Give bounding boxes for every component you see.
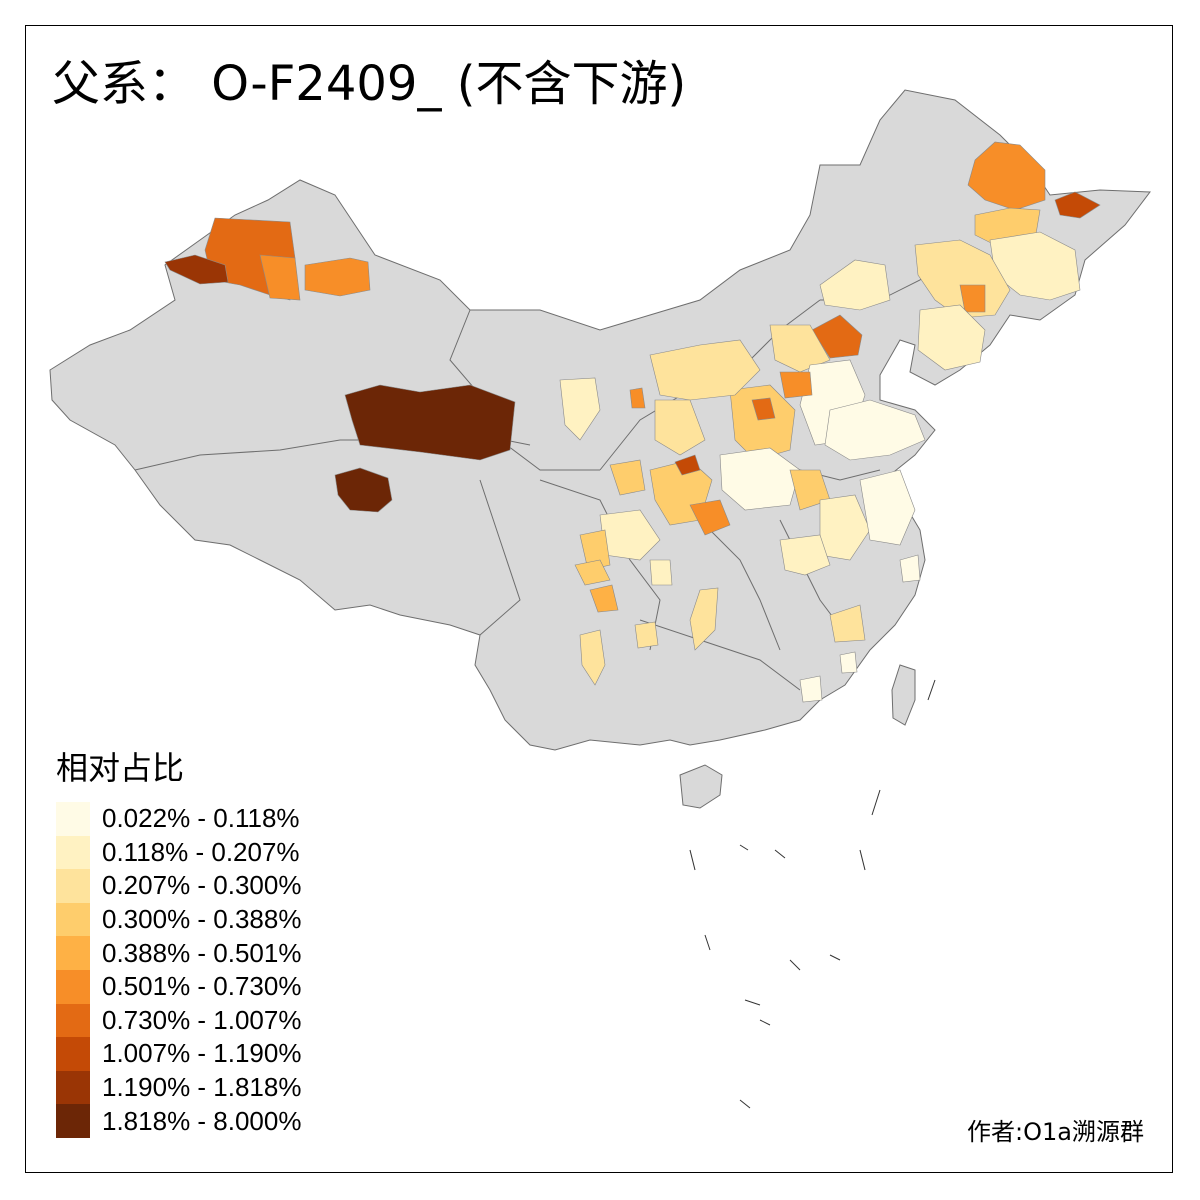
region-heilongjiang-n [967,141,1046,211]
legend-swatch [56,1104,90,1138]
legend-swatch [56,869,90,903]
legend-swatch [56,969,90,1004]
region-shanxi [729,384,796,461]
region-urumqi [304,257,371,297]
region-shanxi-c [751,397,776,421]
region-ya-an [574,559,611,586]
hainan-island [679,764,723,809]
legend-swatch [56,1037,90,1071]
legend-item: 0.388% - 0.501% [56,936,301,970]
region-jiangsu [859,469,916,546]
legend-item: 0.022% - 0.118% [56,802,301,836]
legend-label: 1.818% - 8.000% [102,1105,302,1136]
legend-label: 0.501% - 0.730% [102,971,302,1002]
region-zhejiang [899,554,921,583]
region-jiangxi [829,604,866,643]
legend-label: 0.300% - 0.388% [102,904,302,935]
region-hanzhong [689,499,731,536]
legend-item: 1.007% - 1.190% [56,1037,301,1071]
region-sichuan-w [579,529,611,571]
region-henan [719,447,801,511]
region-west-ili [164,254,229,285]
author-credit: 作者:O1a溯源群 [967,1118,1144,1146]
legend-item: 0.730% - 1.007% [56,1003,302,1038]
region-beijing [779,371,813,399]
legend-swatch [56,802,90,836]
legend-swatch [56,835,90,870]
map-frame [25,25,1173,1173]
region-fujian [839,651,858,674]
legend-item: 0.300% - 0.388% [56,902,302,937]
region-inner-mongolia-e [819,259,891,311]
region-ordos [654,399,706,456]
legend-item: 1.818% - 8.000% [56,1104,301,1138]
legend-item: 1.190% - 1.818% [56,1070,302,1105]
china-landmass [49,89,1151,751]
legend-label: 0.022% - 0.118% [102,803,300,834]
legend-label: 0.118% - 0.207% [102,836,300,867]
region-shandong [824,399,926,461]
legend-label: 1.007% - 1.190% [102,1038,302,1069]
region-guizhou [634,621,659,649]
region-panzhihua [589,584,619,613]
region-guangdong [799,675,823,703]
taiwan-island [891,664,916,726]
region-ili-east [259,254,301,301]
region-heilongjiang-ne [1054,191,1101,219]
region-inner-mongolia-c [649,339,761,401]
legend: 相对占比 0.022% - 0.118% 0.118% - 0.207% 0.207… [56,752,301,1138]
legend-rows: 0.022% - 0.118% 0.118% - 0.207% 0.207% - 0… [56,802,301,1138]
region-qaidam [344,384,516,461]
legend-item: 0.118% - 0.207% [56,835,301,870]
data-regions [164,141,1101,703]
legend-swatch [56,1003,90,1038]
legend-swatch [56,936,90,970]
region-liaoning [917,304,986,371]
map-title: 父系： O-F2409_ (不含下游) [52,56,687,112]
legend-swatch [56,902,90,937]
legend-swatch [56,1070,90,1105]
region-jilin-c [959,284,986,313]
region-golog [334,467,393,513]
region-xian [674,454,701,476]
region-yunnan [579,629,606,686]
region-chifeng [811,314,863,359]
south-sea-islands [689,679,936,1109]
legend-label: 0.207% - 0.300% [102,870,302,901]
legend-label: 1.190% - 1.818% [102,1072,302,1103]
region-chongqing [649,559,673,586]
region-ningxia [609,459,646,496]
region-wuhai [629,387,646,409]
legend-title: 相对占比 [56,749,185,787]
legend-label: 0.388% - 0.501% [102,937,302,968]
region-jilin [914,239,1011,319]
legend-item: 0.501% - 0.730% [56,969,302,1004]
region-gansu [559,377,601,441]
region-hunan [689,587,719,651]
legend-label: 0.730% - 1.007% [102,1004,302,1035]
legend-item: 0.207% - 0.300% [56,869,301,903]
region-hubei [779,534,831,576]
